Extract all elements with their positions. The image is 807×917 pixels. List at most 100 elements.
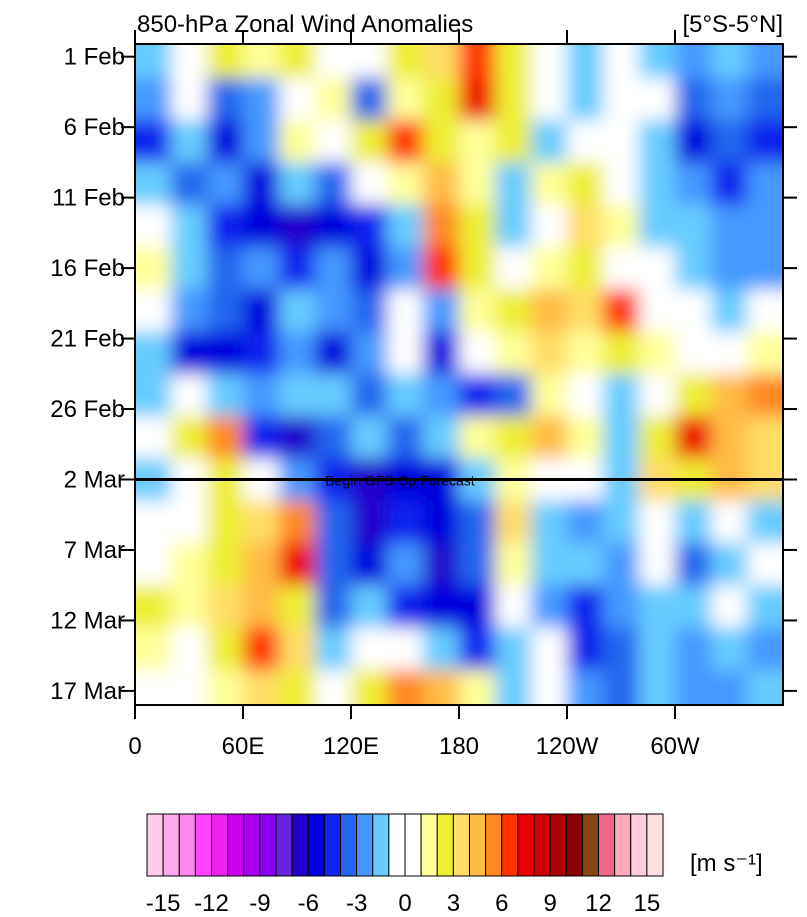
field-cell — [387, 500, 424, 544]
field-cell — [315, 204, 352, 248]
field-cell — [135, 585, 172, 628]
field-cell — [711, 585, 748, 628]
field-cell — [603, 416, 640, 459]
colorbar-tick-label: 9 — [543, 890, 556, 917]
field-cell — [351, 331, 388, 375]
field-cell — [531, 669, 568, 705]
y-tick-label: 16 Feb — [50, 255, 125, 282]
field-cell — [639, 373, 676, 417]
field-cell — [459, 289, 496, 333]
field-cell — [279, 77, 316, 121]
field-cell — [387, 204, 424, 248]
colorbar-swatch — [291, 813, 309, 877]
field-cell — [567, 44, 604, 79]
field-cell — [675, 500, 712, 544]
field-cell — [135, 500, 172, 544]
field-cell — [567, 627, 604, 671]
field-cell — [351, 120, 388, 163]
colorbar-swatch — [485, 813, 503, 877]
field-cell — [243, 669, 280, 705]
field-cell — [495, 373, 532, 417]
field-cell — [675, 542, 712, 586]
field-cell — [711, 542, 748, 586]
field-cell — [567, 77, 604, 121]
colorbar-swatch — [178, 813, 196, 877]
field-cell — [711, 416, 748, 459]
field-cell — [243, 44, 280, 79]
field-cell — [171, 500, 208, 544]
field-cell — [639, 289, 676, 333]
field-cell — [351, 627, 388, 671]
field-cell — [747, 77, 783, 121]
field-cell — [639, 162, 676, 206]
colorbar-swatch — [646, 813, 664, 877]
field-cell — [387, 627, 424, 671]
field-cell — [459, 44, 496, 79]
field-cell — [207, 120, 244, 163]
field-cell — [747, 44, 783, 79]
field-cell — [171, 204, 208, 248]
field-cell — [711, 204, 748, 248]
colorbar-swatch — [162, 813, 180, 877]
field-cell — [207, 627, 244, 671]
field-cell — [279, 120, 316, 163]
field-cell — [171, 246, 208, 290]
y-tick-label: 7 Mar — [64, 537, 125, 564]
colorbar-tick-label: -9 — [249, 890, 270, 917]
field-cell — [495, 585, 532, 628]
field-cell — [531, 289, 568, 333]
field-cell — [639, 331, 676, 375]
field-cell — [639, 500, 676, 544]
field-cell — [747, 162, 783, 206]
colorbar-tick-label: -15 — [146, 890, 181, 917]
colorbar-swatch — [581, 813, 599, 877]
field-cell — [423, 246, 460, 290]
colorbar-swatch — [227, 813, 245, 877]
x-tick-label: 60E — [222, 733, 265, 760]
colorbar-swatch — [533, 813, 551, 877]
field-cell — [747, 289, 783, 333]
colorbar-swatch — [614, 813, 632, 877]
field-cell — [351, 289, 388, 333]
field-cell — [243, 289, 280, 333]
field-cell — [171, 162, 208, 206]
colorbar-swatch — [469, 813, 487, 877]
colorbar-swatch — [549, 813, 567, 877]
field-cell — [135, 204, 172, 248]
field-cell — [243, 416, 280, 459]
y-tick-label: 1 Feb — [64, 44, 125, 71]
x-tick-label: 120W — [536, 733, 599, 760]
colorbar-swatch — [436, 813, 454, 877]
field-cell — [207, 246, 244, 290]
field-cell — [567, 373, 604, 417]
field-cell — [423, 331, 460, 375]
field-cell — [603, 500, 640, 544]
field-cell — [315, 373, 352, 417]
field-cell — [567, 246, 604, 290]
colorbar-swatch — [275, 813, 293, 877]
field-cell — [171, 77, 208, 121]
field-cell — [675, 331, 712, 375]
field-cell — [279, 162, 316, 206]
colorbar-tick-label: 3 — [447, 890, 460, 917]
field-cell — [243, 204, 280, 248]
y-tick-label: 17 Mar — [50, 678, 125, 705]
field-cell — [747, 204, 783, 248]
field-cell — [639, 246, 676, 290]
field-cell — [531, 585, 568, 628]
x-tick-label: 60W — [650, 733, 700, 760]
field-cell — [531, 627, 568, 671]
field-cell — [315, 542, 352, 586]
field-cell — [459, 120, 496, 163]
field-cell — [459, 500, 496, 544]
field-cell — [675, 373, 712, 417]
field-cell — [639, 44, 676, 79]
field-cell — [351, 416, 388, 459]
field-cell — [675, 204, 712, 248]
field-cell — [315, 500, 352, 544]
field-cell — [171, 416, 208, 459]
colorbar-swatch — [146, 813, 164, 877]
field-cell — [675, 585, 712, 628]
field-cell — [603, 542, 640, 586]
field-cell — [135, 542, 172, 586]
